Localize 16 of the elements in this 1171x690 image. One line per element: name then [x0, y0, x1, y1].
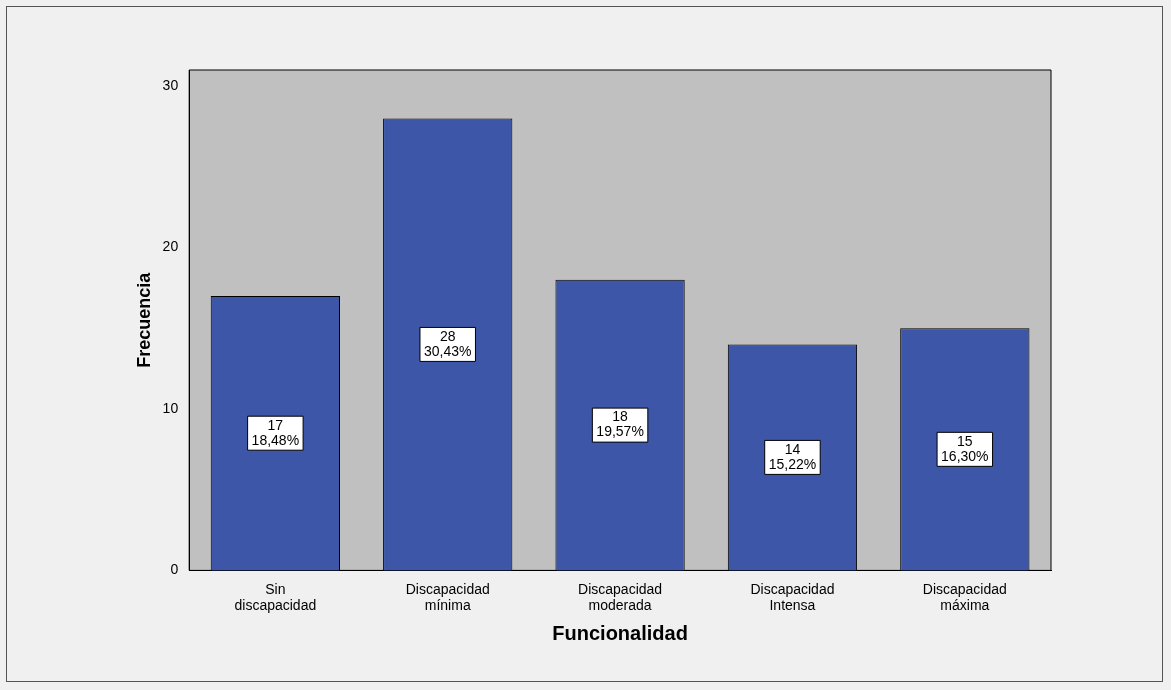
x-tick-label: Discapacidad mínima [405, 580, 490, 614]
y-axis-title: Frecuencia [133, 271, 154, 368]
x-tick-label: Discapacidad moderada [578, 580, 663, 614]
data-label: 15 16,30% [941, 432, 989, 464]
data-label: 28 30,43% [423, 327, 472, 359]
x-tick-label: Discapacidad máxima [922, 580, 1007, 614]
x-axis-title: Funcionalidad [552, 621, 688, 644]
y-tick-label: 0 [170, 561, 179, 578]
data-label: 17 18,48% [251, 416, 300, 448]
x-tick-label: Sin discapacidad [234, 580, 317, 614]
x-tick-label: Discapacidad Intensa [750, 580, 835, 614]
y-tick-label: 10 [162, 399, 179, 416]
data-label: 18 19,57% [596, 408, 644, 440]
data-label: 14 15,22% [768, 440, 817, 472]
y-tick-label: 30 [162, 77, 179, 93]
y-tick-label: 20 [162, 238, 179, 255]
